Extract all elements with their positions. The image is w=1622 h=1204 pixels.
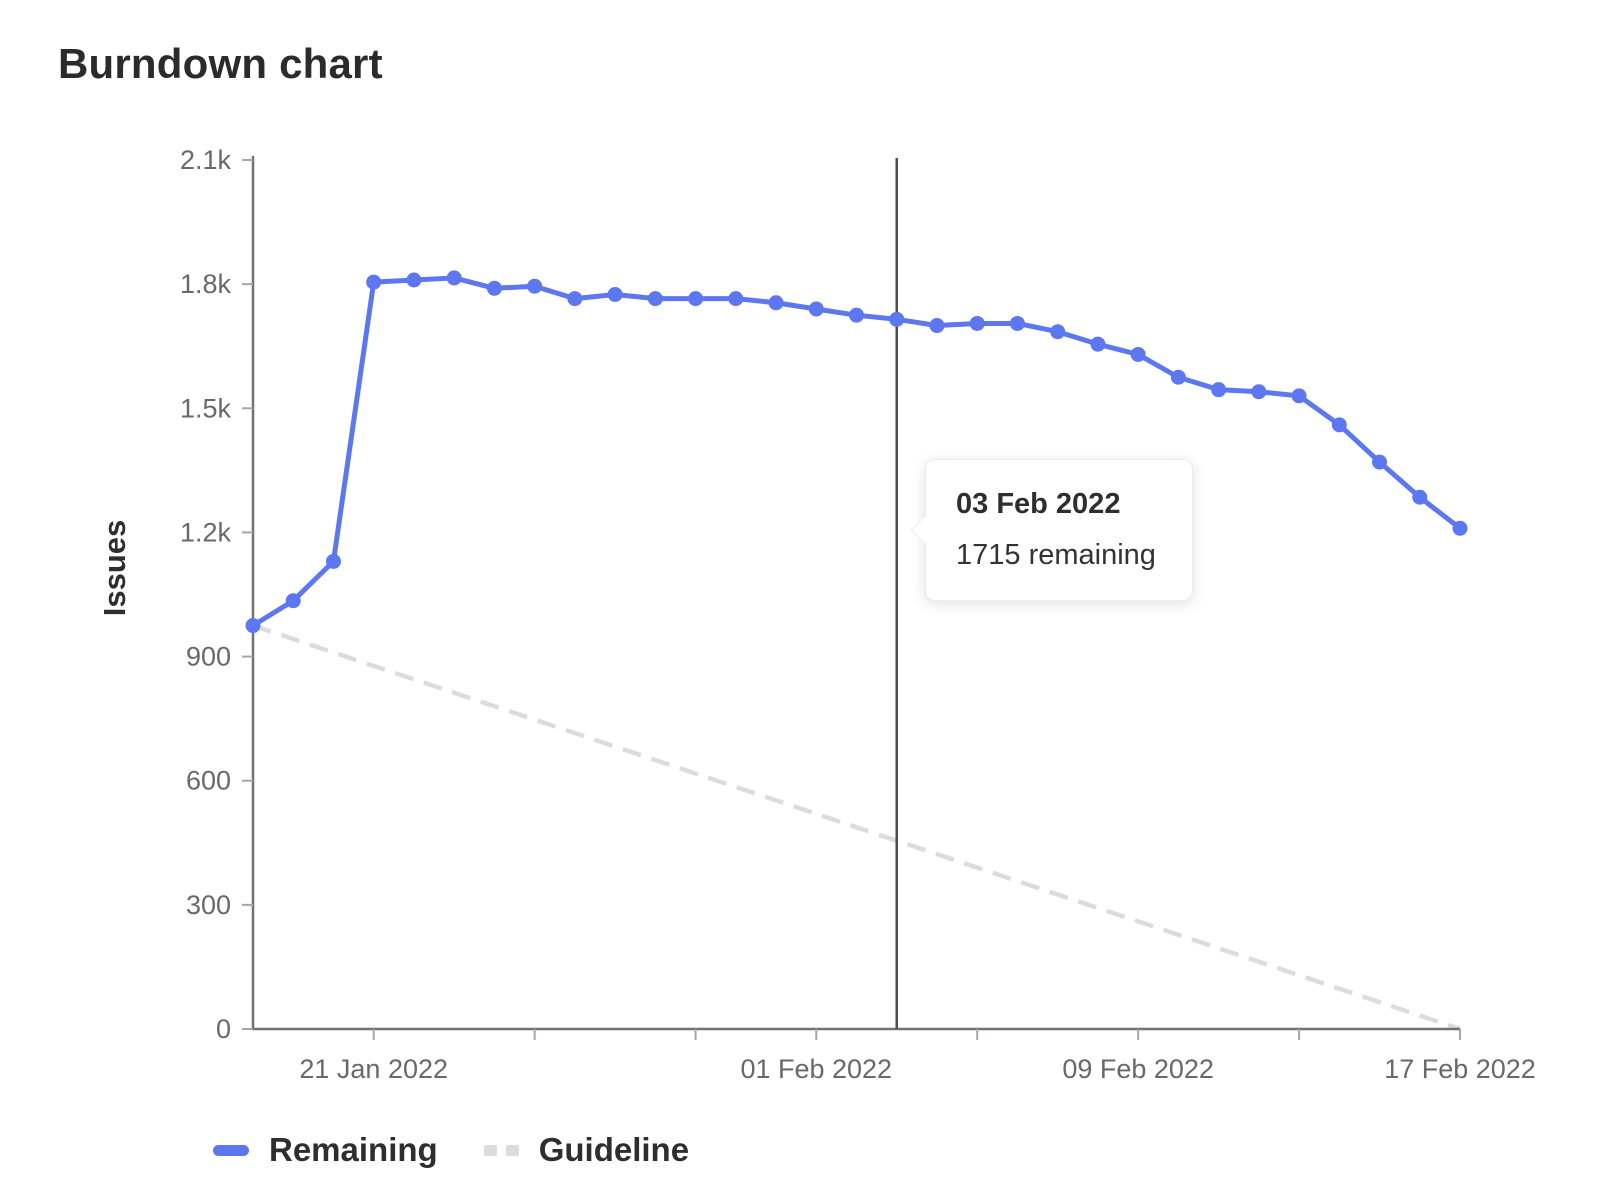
y-tick-label: 1.5k bbox=[180, 393, 232, 423]
remaining-data-point[interactable] bbox=[366, 274, 382, 290]
remaining-data-point[interactable] bbox=[849, 307, 864, 323]
remaining-data-point[interactable] bbox=[1331, 417, 1347, 433]
y-tick-label: 1.8k bbox=[180, 269, 232, 299]
remaining-data-point[interactable] bbox=[688, 291, 704, 307]
remaining-data-point[interactable] bbox=[1211, 382, 1227, 398]
remaining-data-point[interactable] bbox=[527, 278, 543, 294]
y-axis-title: Issues bbox=[97, 519, 132, 617]
page-title: Burndown chart bbox=[58, 40, 383, 87]
legend-label-guideline: Guideline bbox=[538, 1131, 690, 1168]
x-tick-label: 09 Feb 2022 bbox=[1062, 1054, 1214, 1084]
remaining-data-point[interactable] bbox=[889, 311, 905, 327]
remaining-data-point[interactable] bbox=[567, 291, 583, 307]
guideline-dash-marker bbox=[483, 1144, 519, 1156]
legend-label-remaining: Remaining bbox=[269, 1131, 438, 1168]
remaining-data-point[interactable] bbox=[1130, 346, 1146, 362]
remaining-data-point[interactable] bbox=[1170, 369, 1186, 385]
remaining-line-marker bbox=[213, 1144, 249, 1156]
chart-legend: Remaining Guideline bbox=[213, 1131, 689, 1169]
y-tick-label: 900 bbox=[186, 642, 231, 672]
remaining-data-point[interactable] bbox=[285, 593, 301, 609]
remaining-data-point[interactable] bbox=[768, 295, 784, 311]
chart-tooltip: 03 Feb 2022 1715 remaining bbox=[910, 459, 1193, 601]
remaining-data-point[interactable] bbox=[1452, 520, 1468, 536]
y-tick-label: 300 bbox=[186, 890, 231, 920]
remaining-data-point[interactable] bbox=[647, 291, 663, 307]
tooltip-date: 03 Feb 2022 bbox=[956, 488, 1121, 520]
y-tick-label: 600 bbox=[186, 766, 231, 796]
remaining-data-point[interactable] bbox=[446, 270, 462, 286]
remaining-data-point[interactable] bbox=[1291, 388, 1307, 404]
remaining-data-point[interactable] bbox=[1050, 324, 1066, 340]
remaining-data-point[interactable] bbox=[406, 272, 422, 288]
remaining-line bbox=[250, 275, 1463, 629]
x-tick-label: 17 Feb 2022 bbox=[1384, 1054, 1536, 1084]
remaining-data-point[interactable] bbox=[607, 286, 623, 302]
y-tick-label: 0 bbox=[216, 1014, 231, 1044]
x-tick-label: 01 Feb 2022 bbox=[740, 1054, 892, 1084]
remaining-data-point[interactable] bbox=[969, 315, 985, 331]
remaining-data-point[interactable] bbox=[1372, 454, 1388, 470]
remaining-data-point[interactable] bbox=[728, 291, 744, 307]
legend-item-remaining[interactable]: Remaining bbox=[213, 1131, 438, 1169]
remaining-data-point[interactable] bbox=[1412, 489, 1428, 505]
y-tick-label: 1.2k bbox=[180, 517, 232, 547]
remaining-data-point[interactable] bbox=[1090, 336, 1106, 352]
remaining-data-point[interactable] bbox=[808, 301, 824, 317]
y-tick-label: 2.1k bbox=[180, 145, 232, 175]
remaining-data-point[interactable] bbox=[1009, 315, 1025, 331]
remaining-data-point[interactable] bbox=[325, 553, 341, 569]
tooltip-value: 1715 remaining bbox=[956, 539, 1156, 571]
remaining-data-point[interactable] bbox=[245, 618, 261, 634]
remaining-data-point[interactable] bbox=[929, 318, 945, 334]
remaining-data-point[interactable] bbox=[486, 280, 502, 296]
x-tick-label: 21 Jan 2022 bbox=[299, 1054, 448, 1084]
remaining-data-point[interactable] bbox=[1251, 384, 1267, 400]
legend-item-guideline[interactable]: Guideline bbox=[483, 1131, 690, 1169]
guideline-line bbox=[252, 623, 1461, 1032]
